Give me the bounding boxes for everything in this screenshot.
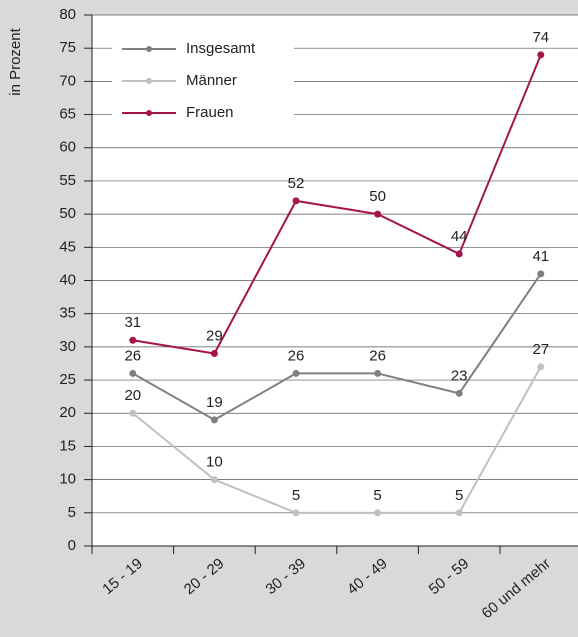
y-tick-label: 55 [59,172,76,189]
x-tick-label: 30 - 39 [262,555,309,598]
point [129,409,137,417]
data-label: 10 [206,454,223,471]
data-label: 29 [206,327,223,344]
x-tick-label: 15 - 19 [99,555,146,598]
y-tick-label: 65 [59,106,76,123]
y-tick-label: 45 [59,238,76,255]
x-tick-label: 50 - 59 [426,555,473,598]
point [129,369,137,377]
data-label: 5 [292,487,300,504]
y-tick-label: 20 [59,404,76,421]
series-line [132,273,542,422]
y-tick-label: 35 [59,305,76,322]
x-tick-label: 60 und mehr [478,555,553,622]
y-axis-label: in Prozent [7,27,24,95]
y-tick-label: 30 [59,338,76,355]
y-tick-label: 40 [59,271,76,288]
data-label: 5 [373,487,381,504]
data-label: 26 [124,347,141,364]
point [210,416,218,424]
point [455,250,463,258]
data-label: 52 [288,175,305,192]
y-tick-label: 10 [59,471,76,488]
point [210,350,218,358]
point [292,197,300,205]
y-tick-label: 70 [59,72,76,89]
point [537,270,545,278]
data-label: 31 [124,314,141,331]
point [292,509,300,517]
x-tick-label: 40 - 49 [344,555,391,598]
data-label: 19 [206,394,223,411]
point [374,210,382,218]
legend-marker [146,78,152,84]
point [537,51,545,59]
y-tick-label: 15 [59,437,76,454]
y-tick-label: 60 [59,139,76,156]
point [210,476,218,484]
data-label: 26 [369,347,386,364]
y-tick-label: 25 [59,371,76,388]
point [537,363,545,371]
point [374,509,382,517]
data-label: 41 [532,248,549,265]
point [374,369,382,377]
y-tick-label: 5 [68,504,76,521]
data-label: 27 [532,341,549,358]
legend-label: Männer [186,72,237,89]
y-tick-label: 75 [59,39,76,56]
data-label: 5 [455,487,463,504]
legend-marker [146,46,152,52]
y-tick-label: 80 [59,6,76,23]
legend-label: Insgesamt [186,40,256,57]
point [455,509,463,517]
legend-label: Frauen [186,104,234,121]
data-label: 23 [451,367,468,384]
series-line [132,54,542,355]
point [129,336,137,344]
data-label: 44 [451,228,468,245]
series-line [132,366,542,514]
legend-marker [146,110,152,116]
point [292,369,300,377]
data-label: 74 [532,29,549,46]
data-label: 20 [124,387,141,404]
point [455,389,463,397]
y-tick-label: 50 [59,205,76,222]
data-label: 50 [369,188,386,205]
data-label: 26 [288,347,305,364]
y-tick-label: 0 [68,537,76,554]
x-tick-label: 20 - 29 [181,555,228,598]
